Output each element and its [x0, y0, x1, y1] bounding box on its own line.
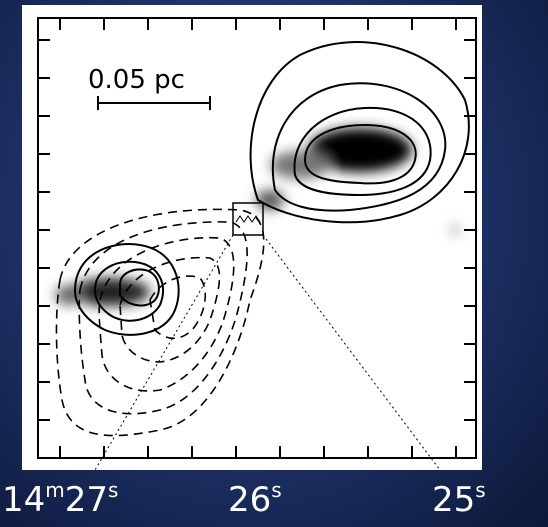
number: 26	[228, 480, 271, 520]
scale-label: 0.05 pc	[88, 65, 185, 95]
x-tick-label: 14m27s	[2, 478, 118, 520]
unit: s	[475, 478, 485, 502]
number: 14	[2, 480, 45, 520]
unit: s	[271, 478, 281, 502]
page: 0.05 pc 14m27s 26s 25s (() => { const da…	[0, 0, 548, 527]
x-tick-label: 25s	[432, 478, 486, 520]
figure: 0.05 pc	[0, 0, 548, 527]
x-tick-label: 26s	[228, 478, 282, 520]
unit: m	[45, 478, 64, 502]
unit: s	[108, 478, 118, 502]
number: 25	[432, 480, 475, 520]
number: 27	[65, 480, 108, 520]
